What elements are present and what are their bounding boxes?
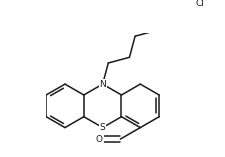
Text: N: N (99, 80, 106, 89)
Text: S: S (100, 123, 106, 132)
Text: O: O (96, 135, 103, 144)
Text: Cl: Cl (195, 0, 204, 8)
